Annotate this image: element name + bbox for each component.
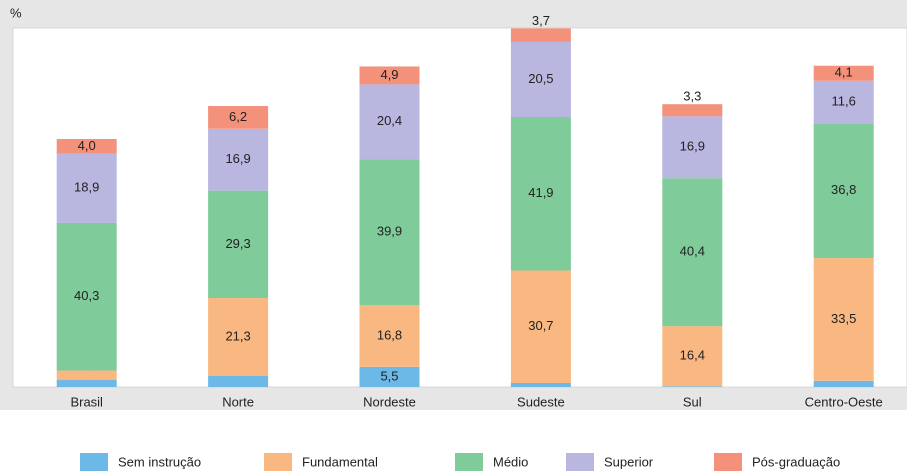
x-tick-label: Nordeste bbox=[363, 394, 416, 409]
bar-segment bbox=[813, 380, 874, 387]
legend-label: Superior bbox=[604, 454, 654, 469]
data-label: 20,5 bbox=[528, 71, 553, 86]
x-tick-label: Sul bbox=[683, 394, 702, 409]
data-label: 6,2 bbox=[229, 109, 247, 124]
legend-swatch bbox=[714, 453, 742, 471]
data-label: 40,4 bbox=[680, 244, 705, 259]
bar-segment bbox=[813, 258, 874, 381]
data-label: 4,0 bbox=[78, 138, 96, 153]
data-label: 3,3 bbox=[683, 89, 701, 104]
bar-segment bbox=[662, 326, 723, 387]
bar-segment bbox=[56, 380, 117, 387]
bar-segment bbox=[813, 65, 874, 81]
legend-label: Médio bbox=[493, 454, 528, 469]
bar-segment bbox=[662, 116, 723, 179]
x-tick-label: Centro-Oeste bbox=[805, 394, 883, 409]
bar-segment bbox=[56, 222, 117, 371]
data-label: 5,5 bbox=[380, 368, 398, 383]
data-label: 21,3 bbox=[225, 328, 250, 343]
bar-segment bbox=[510, 270, 571, 383]
bar-segment bbox=[359, 84, 420, 160]
x-tick-label: Brasil bbox=[70, 394, 103, 409]
bar-segment bbox=[662, 178, 723, 327]
data-label: 16,9 bbox=[680, 139, 705, 154]
bar-segment bbox=[208, 297, 269, 377]
legend-swatch bbox=[264, 453, 292, 471]
bar-segment bbox=[813, 123, 874, 259]
data-label: 33,5 bbox=[831, 311, 856, 326]
data-label: 41,9 bbox=[528, 185, 553, 200]
y-axis-label: % bbox=[10, 5, 22, 20]
bar-segment bbox=[359, 66, 420, 85]
data-label: 36,8 bbox=[831, 182, 856, 197]
bar-segment bbox=[510, 117, 571, 271]
x-tick-label: Sudeste bbox=[517, 394, 565, 409]
legend-swatch bbox=[566, 453, 594, 471]
legend-label: Pós-graduação bbox=[752, 454, 840, 469]
bar-segment bbox=[208, 106, 269, 129]
x-tick-label: Norte bbox=[222, 394, 254, 409]
data-label: 30,7 bbox=[528, 318, 553, 333]
bar-segment bbox=[510, 28, 571, 42]
legend-swatch bbox=[455, 453, 483, 471]
bar-segment bbox=[208, 128, 269, 191]
bar-segment bbox=[56, 138, 117, 154]
data-label: 16,9 bbox=[225, 151, 250, 166]
bar-segment bbox=[208, 190, 269, 298]
bar-segment bbox=[359, 305, 420, 367]
data-label: 40,3 bbox=[74, 288, 99, 303]
data-label: 29,3 bbox=[225, 236, 250, 251]
bar-segment bbox=[56, 370, 117, 381]
data-label: 4,1 bbox=[835, 65, 853, 80]
legend-label: Fundamental bbox=[302, 454, 378, 469]
data-label: 16,4 bbox=[680, 348, 705, 363]
data-label: 16,8 bbox=[377, 328, 402, 343]
data-label: 20,4 bbox=[377, 113, 402, 128]
data-label: 3,7 bbox=[532, 13, 550, 28]
bar-segment bbox=[56, 153, 117, 223]
legend-swatch bbox=[80, 453, 108, 471]
bar-segment bbox=[359, 159, 420, 306]
bar-segment bbox=[662, 386, 723, 387]
bar-segment bbox=[359, 366, 420, 387]
bar-segment bbox=[510, 382, 571, 387]
bar-segment bbox=[510, 41, 571, 118]
plot-area bbox=[12, 27, 907, 388]
bar-segment bbox=[662, 104, 723, 117]
bar-segment bbox=[208, 376, 269, 387]
bar-segment bbox=[813, 80, 874, 124]
data-label: 39,9 bbox=[377, 224, 402, 239]
data-label: 4,9 bbox=[380, 67, 398, 82]
data-label: 18,9 bbox=[74, 180, 99, 195]
data-label: 11,6 bbox=[832, 93, 856, 108]
legend-label: Sem instrução bbox=[118, 454, 201, 469]
